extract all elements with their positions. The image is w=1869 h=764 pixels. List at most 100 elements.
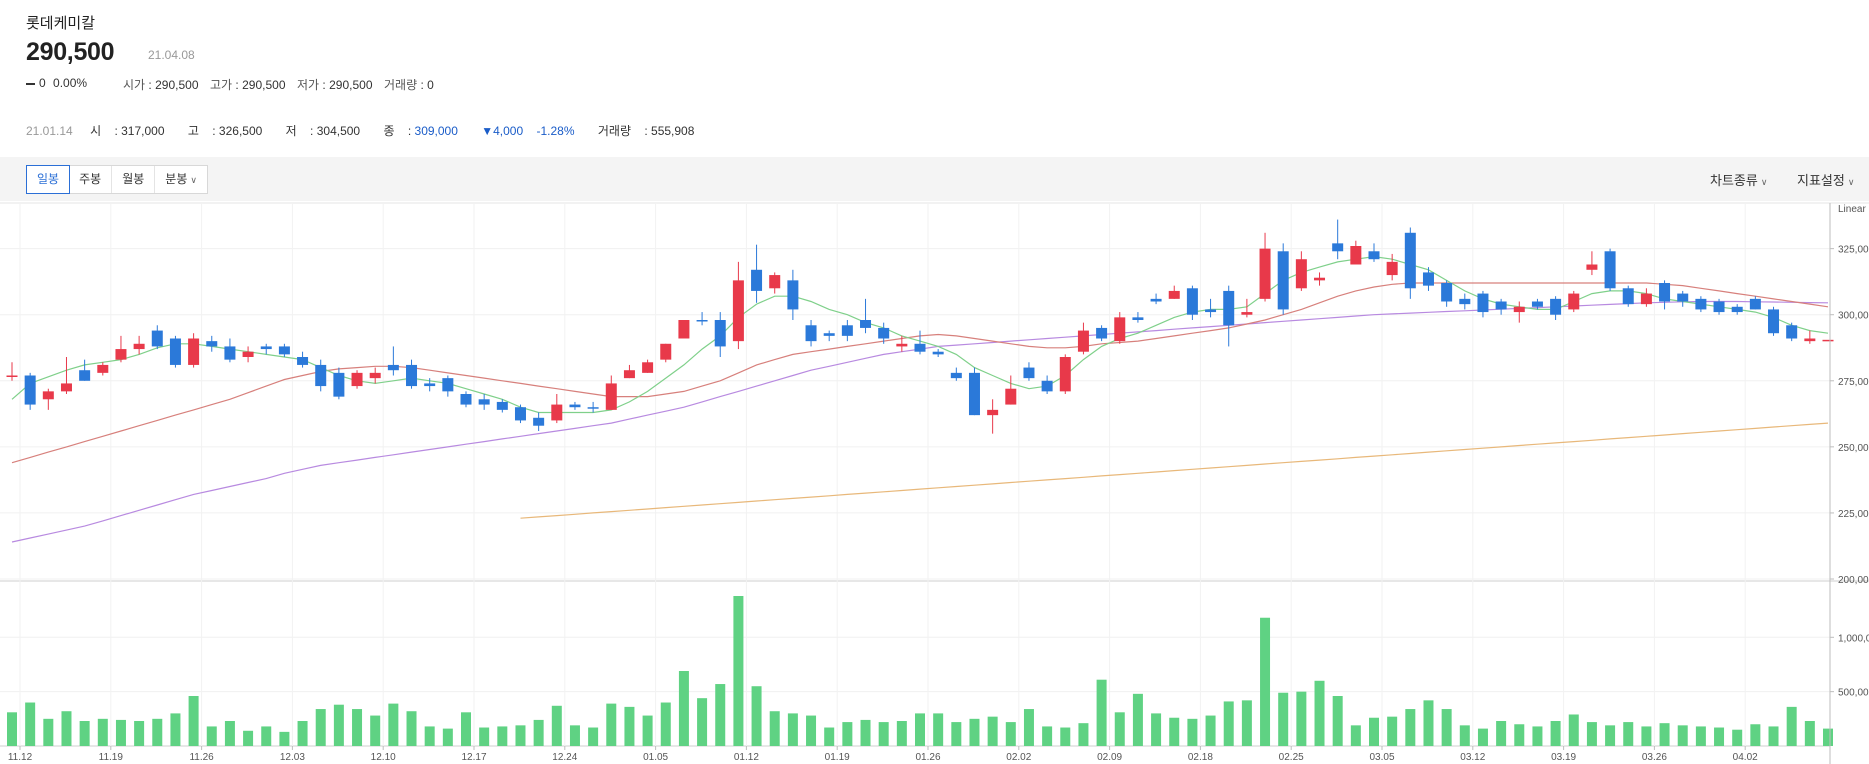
hover-low: 저 : 304,500 [285,124,361,138]
volume-bar [279,731,290,746]
candle [42,388,54,410]
volume-bar [479,727,490,746]
volume-bar [1187,718,1198,746]
candle [224,338,236,363]
candle-body [1822,339,1834,342]
volume-bar [315,709,326,746]
volume-bar [1314,680,1325,746]
price-tick-label: 325,000 [1838,245,1869,256]
candle-body [1223,290,1235,326]
stock-chart[interactable]: 325,000 300,000 275,000 250,000 225,000 200,0… [0,201,1869,764]
candle [950,367,962,381]
volume-bar [1078,723,1089,746]
candle [1659,280,1671,310]
tab-daily[interactable]: 일봉 [26,165,71,194]
volume-bar [115,719,126,746]
candle-body [115,349,127,360]
candle-body [333,372,345,397]
candle [696,312,708,326]
tab-weekly[interactable]: 주봉 [69,166,113,193]
volume-bar [1514,724,1525,746]
candle [769,272,781,294]
hover-change: ▼4,000 -1.28% [481,124,575,138]
candle-body [1604,251,1616,289]
candle-body [6,375,18,377]
candle-body [260,346,272,350]
volume-bar [551,705,562,746]
price-tick-label: 275,000 [1838,377,1869,388]
tab-monthly[interactable]: 월봉 [112,166,156,193]
candle-body [1786,325,1798,339]
candle [1059,354,1071,394]
candle [478,394,490,410]
candle-body [896,343,908,347]
candle [714,312,726,357]
candle-body [1459,298,1471,305]
date-tick-label: 02.18 [1188,752,1213,763]
volume-bar [297,721,308,746]
candle-body [1041,380,1053,392]
volume-bar [1332,696,1343,746]
high-value: 290,500 [242,78,286,92]
candle [97,362,109,376]
candle-body [841,325,853,336]
date-tick-label: 04.02 [1733,752,1758,763]
candle [1077,322,1089,355]
candle [1640,288,1652,307]
date-tick-label: 12.10 [371,752,396,763]
candle [605,375,617,410]
candle [1041,375,1053,394]
candle-body [1749,298,1761,310]
volume-bar [1441,709,1452,746]
volume-info: 거래량 : 0 [384,78,434,92]
candle [1550,296,1562,320]
candle [151,325,163,350]
candle [1295,251,1307,291]
tab-minute[interactable]: 분봉 ∨ [155,166,207,193]
volume-bar [1823,728,1833,746]
chart-type-menu[interactable]: 차트종류 ∨ [1710,170,1767,189]
candle [60,357,72,394]
candle [1713,298,1725,315]
candle-body [1259,248,1271,299]
volume-bar [642,715,653,746]
candle-body [805,325,817,342]
candle-body [297,357,309,365]
candle-body [769,275,781,289]
volume-bar [915,713,925,746]
candle [1804,330,1816,344]
indicator-menu[interactable]: 지표설정 ∨ [1797,170,1854,189]
candle [24,372,36,410]
candle [1731,304,1743,315]
candle-body [860,320,872,328]
candlestick-series [6,219,1834,434]
candle-body [1205,309,1217,313]
price-tick-label: 200,000 [1838,575,1869,586]
candle [1259,232,1271,302]
candle-body [1186,288,1198,315]
candle [1531,298,1543,310]
volume-bar [1786,706,1797,746]
candle [460,391,472,408]
volume-bar [1804,721,1815,746]
volume-bar [1296,691,1307,746]
period-tabs: 일봉 주봉 월봉 분봉 ∨ [26,165,208,194]
candle-body [514,407,526,421]
high-price: 고가 : 290,500 [210,78,286,92]
candle-body [188,338,200,365]
volume-bar [1641,726,1652,746]
candle [1186,285,1198,320]
candle [751,244,763,303]
price-tick-label: 300,000 [1838,311,1869,322]
candle [1223,285,1235,347]
volume-bar [733,596,744,746]
open-price: 시가 : 290,500 [123,78,199,92]
candle-body [387,364,399,371]
candle-body [987,409,999,416]
candle [1586,251,1598,276]
volume-series [7,596,1833,746]
volume-bar [170,713,181,746]
volume-bar [842,722,853,746]
candle [805,320,817,347]
candle [551,394,563,424]
